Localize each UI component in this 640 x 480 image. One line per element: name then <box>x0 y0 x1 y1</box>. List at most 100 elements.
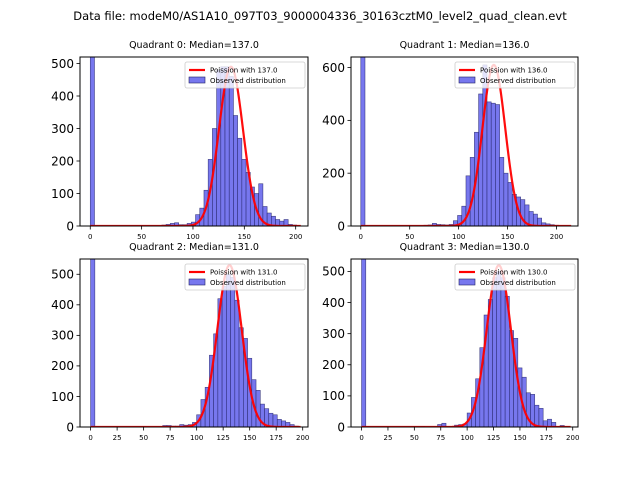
poisson-curve <box>90 263 301 427</box>
x-tick-label: 150 <box>513 434 526 442</box>
y-tick-label: 400 <box>322 296 345 310</box>
histogram-bar <box>503 172 509 226</box>
x-tick-label: 125 <box>487 434 500 442</box>
legend-bar-swatch <box>458 76 476 84</box>
subplot-quadrant-1: Quadrant 1: Median=136.0 0 200 400 600 0 50 10… <box>322 40 579 241</box>
histogram-bar <box>90 259 96 427</box>
x-tick-label: 0 <box>88 434 92 442</box>
subplot-title: Quadrant 3: Median=130.0 <box>400 242 530 253</box>
y-tick-label: 0 <box>66 420 74 434</box>
legend-bar-swatch <box>188 278 206 286</box>
x-tick-label: 200 <box>289 233 302 241</box>
histogram-bar <box>224 66 230 226</box>
histogram-bar <box>268 412 274 427</box>
axes-frame <box>350 258 579 428</box>
y-tick-label: 400 <box>322 114 345 128</box>
plot-area <box>90 259 301 427</box>
histogram-bar <box>537 217 542 226</box>
histogram-bar <box>551 422 557 427</box>
legend-label-observed: Observed distribution <box>210 279 286 287</box>
legend-bar-swatch <box>188 76 206 84</box>
histogram-bar <box>490 102 496 226</box>
histogram-bar <box>255 390 261 427</box>
x-tick-label: 150 <box>238 233 251 241</box>
axes-frame <box>350 56 579 227</box>
histogram-bar <box>237 137 243 226</box>
x-tick-label: 50 <box>139 434 148 442</box>
x-tick-label: 25 <box>113 434 122 442</box>
y-tick-label: 500 <box>322 265 345 279</box>
histogram-bar <box>230 277 236 427</box>
legend-bar-swatch <box>458 278 476 286</box>
axes-frame <box>79 56 309 227</box>
legend-label-observed: Observed distribution <box>480 279 556 287</box>
x-tick-label: 0 <box>359 434 363 442</box>
histogram-bar <box>228 76 234 226</box>
histogram-bar <box>89 57 95 226</box>
subplot-title: Quadrant 0: Median=137.0 <box>129 40 259 51</box>
subplot-title: Quadrant 2: Median=131.0 <box>129 242 259 253</box>
x-tick-label: 0 <box>359 233 363 241</box>
histogram-bar <box>241 159 247 226</box>
y-tick-label: 300 <box>322 327 345 341</box>
histogram-bar <box>174 222 179 226</box>
histogram-bar <box>486 101 492 226</box>
legend-label-poisson: Poission with 137.0 <box>210 67 278 75</box>
legend-label-observed: Observed distribution <box>210 77 286 85</box>
y-tick-label: 500 <box>51 268 74 282</box>
histogram-bar <box>272 414 278 427</box>
histogram-bar <box>538 408 544 427</box>
histogram-bar <box>547 418 552 427</box>
histogram-bar <box>495 104 500 226</box>
x-tick-label: 200 <box>550 233 563 241</box>
y-tick-label: 500 <box>51 57 74 71</box>
histogram-bar <box>221 286 227 427</box>
x-tick-label: 175 <box>269 434 282 442</box>
histogram-bar <box>289 424 295 427</box>
legend-box <box>454 61 576 89</box>
x-tick-label: 200 <box>566 434 579 442</box>
y-tick-label: 100 <box>51 187 74 201</box>
x-tick-label: 50 <box>405 233 414 241</box>
x-tick-label: 150 <box>243 434 256 442</box>
legend-box <box>184 263 306 291</box>
x-tick-label: 150 <box>501 233 514 241</box>
poisson-curve <box>361 264 571 427</box>
legend-box <box>184 61 306 89</box>
x-tick-label: 200 <box>296 434 309 442</box>
histogram-bar <box>507 182 513 226</box>
legend-label-poisson: Poission with 136.0 <box>480 67 548 75</box>
histogram-bar <box>258 183 264 226</box>
y-tick-label: 200 <box>51 359 74 373</box>
histogram-bar <box>499 157 505 226</box>
subplot-title: Quadrant 1: Median=136.0 <box>400 40 530 51</box>
y-tick-label: 0 <box>337 420 345 434</box>
figure-suptitle: Data file: modeM0/AS1A10_097T03_90000043… <box>73 9 567 23</box>
y-tick-label: 300 <box>51 122 74 136</box>
histogram-bar <box>496 271 502 427</box>
x-tick-label: 75 <box>166 434 175 442</box>
histogram-bar <box>500 277 506 427</box>
histogram-bar <box>360 57 366 226</box>
x-tick-label: 100 <box>190 434 203 442</box>
x-tick-label: 175 <box>540 434 553 442</box>
y-tick-label: 100 <box>51 390 74 404</box>
subplot-quadrant-2: Quadrant 2: Median=131.0 0 100 200 300 400 50… <box>51 242 309 442</box>
histogram-bar <box>534 404 540 427</box>
histogram-bar <box>234 299 240 427</box>
subplot-quadrant-3: Quadrant 3: Median=130.0 0 100 200 300 400 50… <box>322 242 579 442</box>
x-tick-label: 100 <box>460 434 473 442</box>
x-tick-label: 100 <box>452 233 465 241</box>
y-tick-label: 100 <box>322 389 345 403</box>
x-tick-label: 100 <box>186 233 199 241</box>
x-tick-label: 25 <box>383 434 392 442</box>
y-tick-label: 400 <box>51 89 74 103</box>
x-tick-label: 50 <box>410 434 419 442</box>
y-tick-label: 200 <box>322 358 345 372</box>
y-tick-label: 0 <box>66 219 74 233</box>
legend-label-poisson: Poission with 130.0 <box>480 269 548 277</box>
legend-box <box>454 263 576 291</box>
y-tick-label: 600 <box>322 61 345 75</box>
y-tick-label: 200 <box>322 166 345 180</box>
